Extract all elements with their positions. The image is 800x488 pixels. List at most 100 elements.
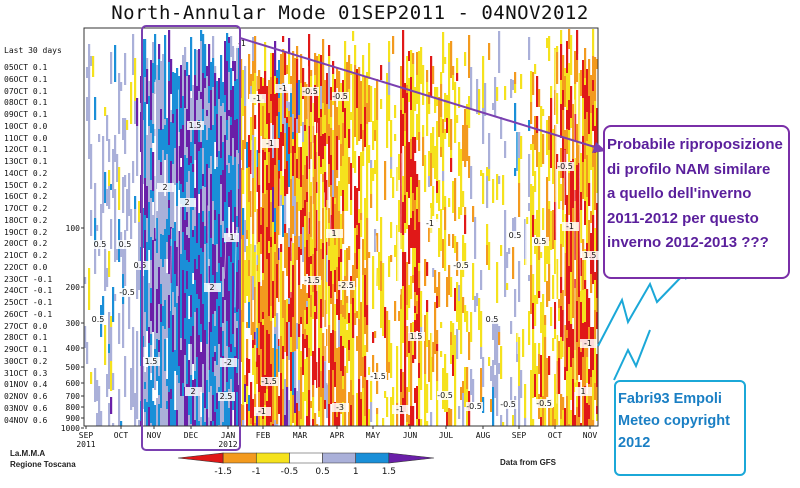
heatmap-cell [252, 61, 255, 81]
heatmap-cell [204, 330, 207, 366]
heatmap-cell [328, 370, 331, 404]
heatmap-cell [148, 283, 151, 313]
heatmap-cell [570, 167, 573, 202]
heatmap-cell [596, 354, 599, 365]
heatmap-cell [572, 276, 575, 318]
heatmap-cell [444, 93, 447, 122]
heatmap-cell [588, 183, 591, 206]
heatmap-cell [188, 171, 191, 197]
heatmap-cell [220, 281, 223, 305]
heatmap-cell [282, 346, 285, 359]
heatmap-cell [162, 422, 165, 426]
heatmap-cell [280, 54, 283, 90]
heatmap-cell [150, 148, 153, 180]
y-tick-label: 200 [66, 283, 81, 292]
heatmap-cell [96, 413, 99, 426]
heatmap-cell [296, 92, 299, 119]
heatmap-cell [446, 412, 449, 426]
heatmap-cell [208, 44, 211, 86]
heatmap-cell [512, 415, 515, 426]
heatmap-cell [584, 249, 587, 280]
heatmap-cell [132, 34, 135, 75]
heatmap-cell [356, 235, 359, 269]
heatmap-cell [342, 376, 345, 389]
heatmap-cell [228, 110, 231, 116]
heatmap-cell [216, 272, 219, 289]
heatmap-cell [424, 399, 427, 426]
heatmap-cell [248, 202, 251, 227]
contour-label-bg [484, 315, 501, 324]
heatmap-cell [306, 357, 309, 367]
heatmap-cell [576, 342, 579, 380]
heatmap-cell [312, 351, 315, 385]
contour-labels: 0.5 0.50.5-0.5-0.5-1-1-11.522121-11.5-1.5… [90, 39, 599, 416]
heatmap-cell [362, 239, 365, 275]
heatmap-cell [132, 161, 135, 183]
heatmap-cell [284, 144, 287, 163]
heatmap-cell [240, 59, 243, 86]
contour-label-bg [370, 372, 387, 381]
heatmap-cell [196, 357, 199, 376]
heatmap-cell [248, 359, 251, 373]
heatmap-cell [402, 235, 405, 252]
heatmap-cell [480, 170, 483, 176]
heatmap-cell [466, 104, 469, 125]
heatmap-cell [198, 151, 201, 183]
heatmap-cell [230, 395, 233, 426]
heatmap-cell [466, 367, 469, 389]
heatmap-cell [460, 149, 463, 169]
heatmap-cell [558, 358, 561, 394]
heatmap-cell [258, 97, 261, 115]
heatmap-cell [416, 386, 419, 392]
heatmap-cell [334, 270, 337, 292]
heatmap-cell [202, 34, 205, 44]
heatmap-cell [102, 190, 105, 213]
heatmap-cell [518, 337, 521, 354]
heatmap-cell [280, 252, 283, 295]
heatmap-cell [150, 321, 153, 334]
heatmap-cell [208, 370, 211, 392]
heatmap-cell [214, 326, 217, 346]
annotation-arrow [239, 37, 599, 149]
heatmap-cell [410, 225, 413, 248]
heatmap-cell [570, 241, 573, 272]
heatmap-cell [186, 411, 189, 426]
heatmap-cell [146, 159, 149, 186]
heatmap-cell [426, 404, 429, 413]
heatmap-cell [550, 86, 553, 98]
heatmap-cell [426, 384, 429, 404]
heatmap-cell [178, 146, 181, 161]
heatmap-cell [288, 111, 291, 127]
heatmap-cell [428, 227, 431, 242]
heatmap-cell [164, 76, 167, 119]
heatmap-cell [104, 107, 107, 116]
last-30-days-item: 03NOV 0.6 [4, 403, 48, 413]
heatmap-cell [164, 399, 167, 426]
heatmap-cell [178, 76, 181, 111]
heatmap-cell [162, 129, 165, 140]
heatmap-cell [380, 65, 383, 80]
heatmap-cell [168, 328, 171, 367]
heatmap-cell [464, 52, 467, 66]
heatmap-cell [454, 288, 457, 311]
heatmap-cell [192, 357, 195, 364]
heatmap-cell [174, 410, 177, 426]
heatmap-cell [344, 67, 347, 108]
heatmap-cell [288, 154, 291, 187]
heatmap-cell [166, 165, 169, 189]
heatmap-cell [342, 418, 345, 426]
heatmap-cell [270, 85, 273, 94]
heatmap-cell [276, 313, 279, 349]
heatmap-cell [284, 133, 287, 144]
heatmap-cell [158, 395, 161, 404]
heatmap-cell [360, 302, 363, 338]
heatmap-cell [438, 180, 441, 211]
heatmap-cell [564, 268, 567, 296]
heatmap-cell [136, 126, 139, 148]
heatmap-cell [384, 391, 387, 398]
heatmap-cell [320, 249, 323, 280]
heatmap-cell [592, 29, 595, 56]
heatmap-cell [324, 133, 327, 146]
heatmap-cell [226, 253, 229, 290]
